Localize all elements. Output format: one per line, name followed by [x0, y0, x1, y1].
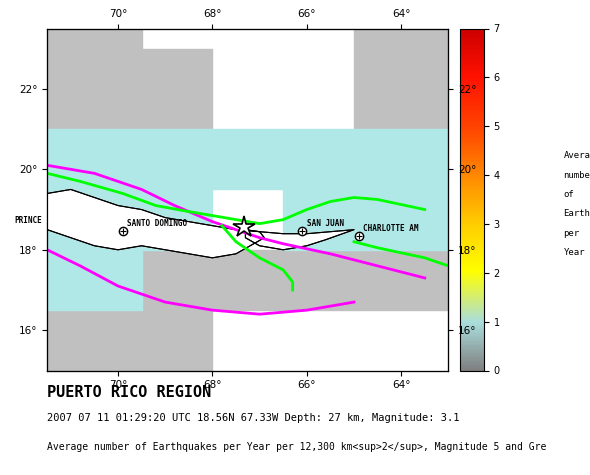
Text: CHARLOTTE AM: CHARLOTTE AM	[363, 224, 419, 233]
Text: SANTO DOMINGO: SANTO DOMINGO	[127, 219, 188, 228]
Polygon shape	[245, 230, 354, 250]
Text: PRINCE: PRINCE	[14, 216, 42, 225]
Text: PUERTO RICO REGION: PUERTO RICO REGION	[47, 385, 211, 400]
Text: Average number of Earthquakes per Year per 12,300 km<sup>2</sup>, Magnitude 5 an: Average number of Earthquakes per Year p…	[47, 442, 546, 452]
Text: Average

number

of

Earthquakes

per

Year: Average number of Earthquakes per Year	[563, 151, 590, 257]
Text: SAN JUAN: SAN JUAN	[307, 219, 344, 228]
Polygon shape	[0, 169, 264, 258]
Text: 2007 07 11 01:29:20 UTC 18.56N 67.33W Depth: 27 km, Magnitude: 3.1: 2007 07 11 01:29:20 UTC 18.56N 67.33W De…	[47, 413, 460, 423]
